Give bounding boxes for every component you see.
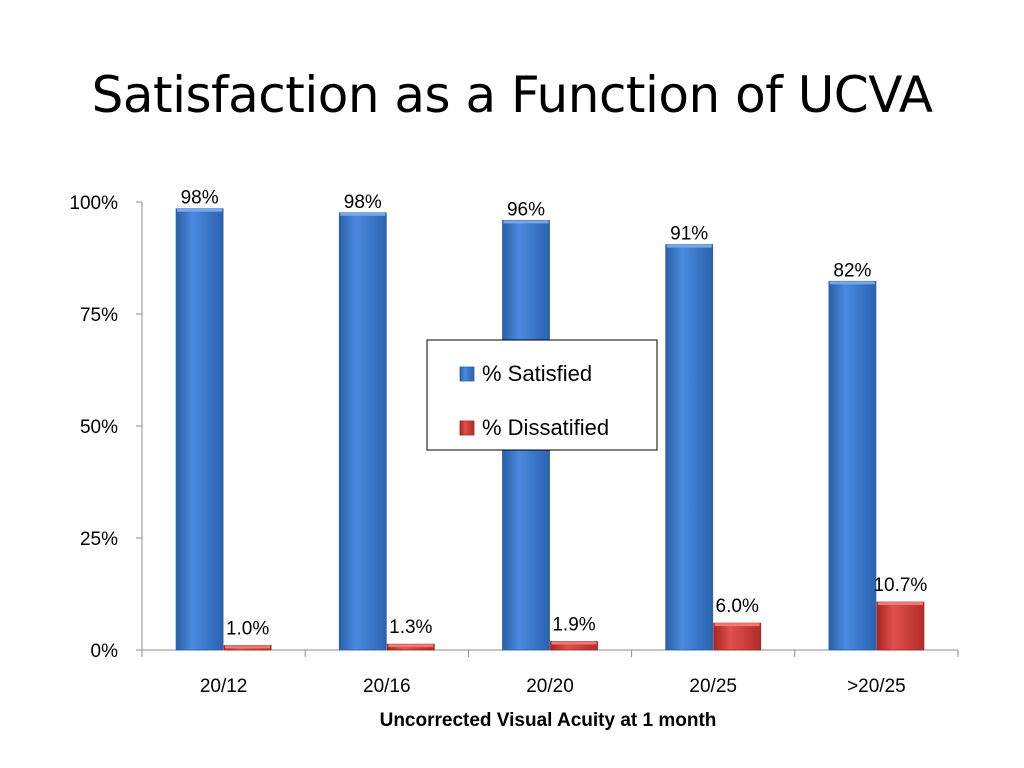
data-label-satisfied: 98%	[344, 192, 382, 213]
slide-title: Satisfaction as a Function of UCVA	[91, 66, 933, 124]
bar-dissatisfied	[876, 601, 925, 651]
data-label-dissatisfied: 6.0%	[716, 596, 759, 617]
bar-satisfied	[338, 212, 387, 651]
axes: 0% 25% 50% 75% 100%	[69, 193, 959, 662]
data-label-satisfied: 82%	[833, 260, 871, 281]
x-tick-label: 20/12	[200, 676, 248, 697]
y-tick-label: 50%	[80, 417, 118, 438]
x-tick-label: 20/16	[363, 676, 411, 697]
bar-satisfied-top	[829, 281, 875, 285]
labels: 98% 1.0% 20/12 98% 1.3% 20/16 96% 1.9% 20/20 91% 6…	[181, 188, 928, 731]
bar-dissatisfied-top	[388, 644, 434, 648]
bar-satisfied	[828, 280, 877, 651]
data-label-satisfied: 91%	[670, 224, 708, 245]
bar-dissatisfied-top	[714, 623, 760, 627]
bar-satisfied-top	[340, 212, 386, 216]
bar-satisfied-top	[666, 244, 712, 248]
bar-satisfied	[175, 208, 224, 651]
data-label-dissatisfied: 1.3%	[389, 617, 432, 638]
bar-dissatisfied-top	[225, 645, 271, 649]
x-axis-title: Uncorrected Visual Acuity at 1 month	[380, 710, 717, 731]
bars	[175, 208, 925, 651]
data-label-dissatisfied: 1.0%	[226, 619, 269, 640]
y-tick-label: 0%	[91, 641, 119, 662]
bar-dissatisfied	[713, 622, 762, 651]
data-label-dissatisfied: 10.7%	[873, 575, 927, 596]
bar-satisfied-top	[503, 220, 549, 224]
x-tick-label: >20/25	[847, 676, 906, 697]
bar-dissatisfied-top	[551, 641, 597, 645]
bar-dissatisfied-top	[877, 602, 923, 606]
x-tick-label: 20/25	[689, 676, 737, 697]
data-label-dissatisfied: 1.9%	[552, 614, 595, 635]
data-label-satisfied: 96%	[507, 199, 545, 220]
x-tick-label: 20/20	[526, 676, 574, 697]
data-label-satisfied: 98%	[181, 188, 219, 209]
bar-satisfied	[665, 244, 714, 651]
legend-entry-label: % Dissatified	[482, 415, 609, 440]
y-tick-label: 75%	[80, 305, 118, 326]
legend-entry-label: % Satisfied	[482, 361, 592, 386]
y-tick-label: 100%	[69, 193, 118, 214]
legend: % Satisfied % Dissatified	[426, 339, 658, 451]
y-tick-label: 25%	[80, 529, 118, 550]
bar-satisfied-top	[177, 208, 223, 212]
legend-swatch	[459, 366, 475, 382]
legend-swatch	[459, 420, 475, 436]
